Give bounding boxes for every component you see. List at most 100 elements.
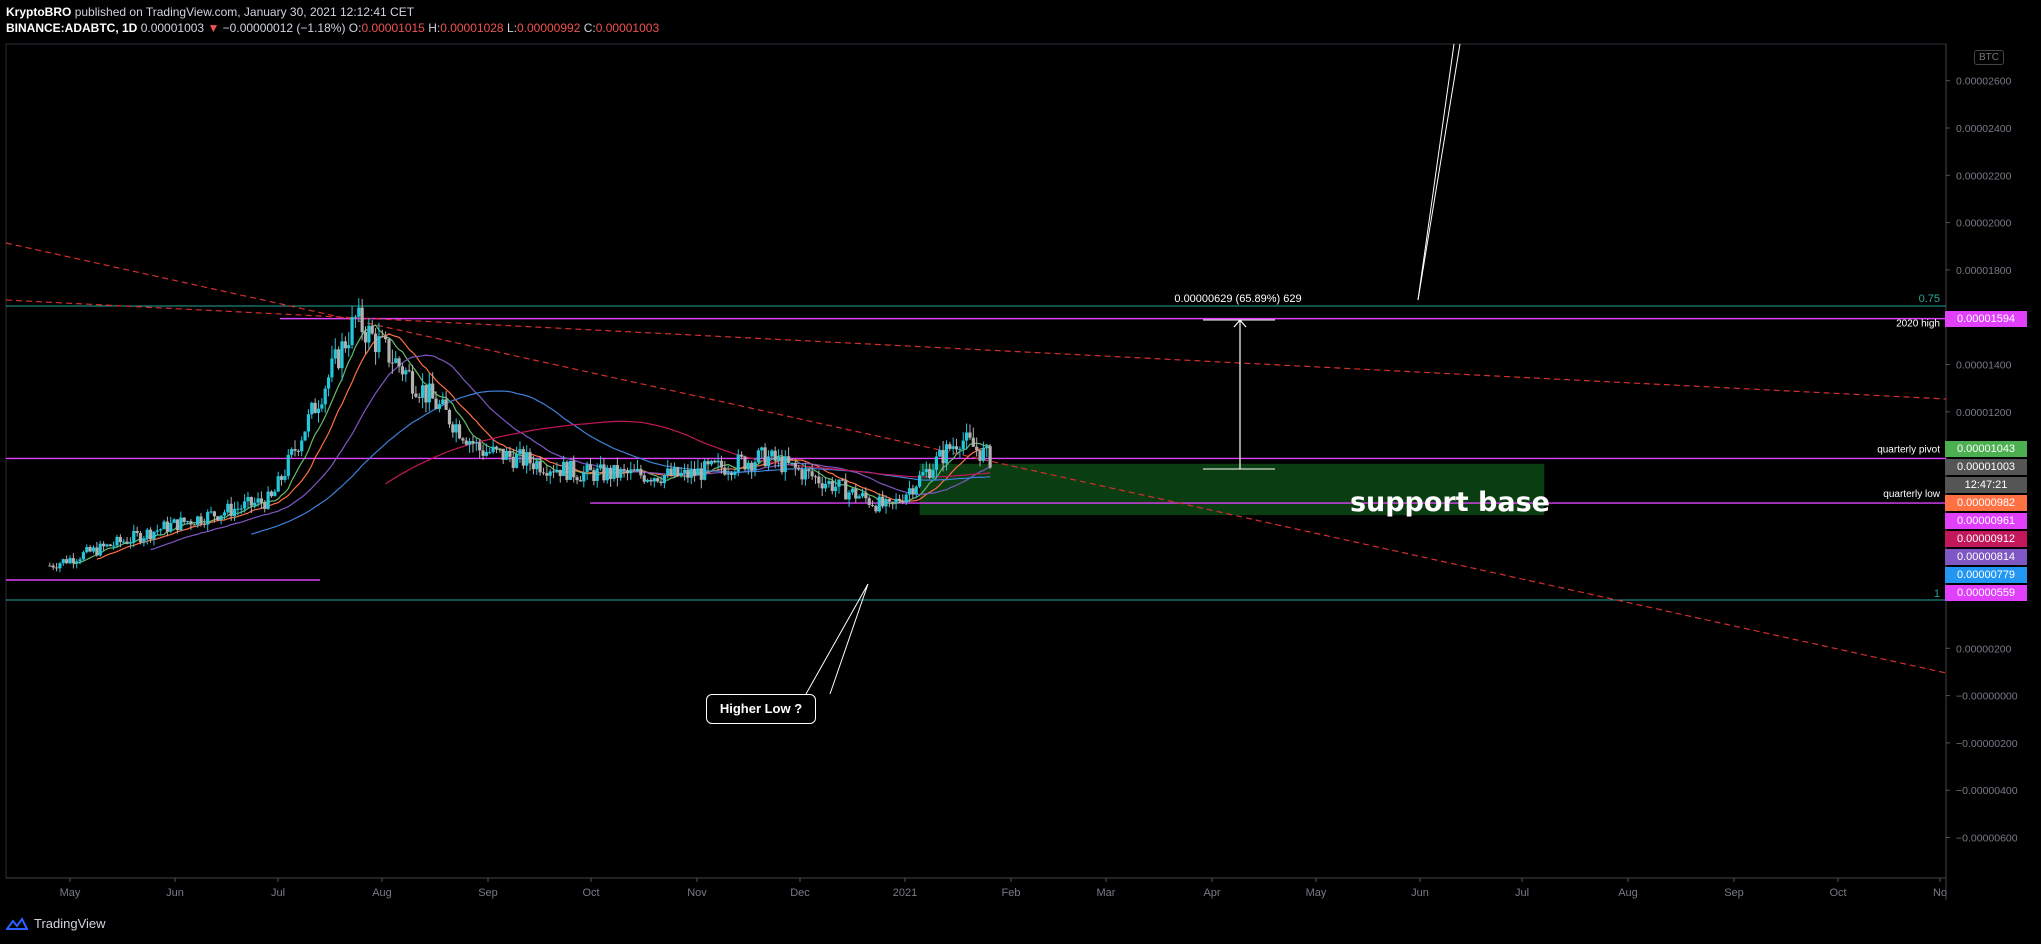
candle-body (619, 469, 623, 478)
y-tick-label: 0.00002000 (1956, 218, 2012, 230)
x-tick-label: Oct (1829, 887, 1846, 899)
footer-brand[interactable]: TradingView (34, 916, 106, 931)
candle-body (884, 499, 888, 507)
candle-body (740, 454, 744, 457)
candle-body (387, 339, 391, 363)
candle-body (320, 404, 324, 409)
candle-body (944, 444, 949, 464)
candle-body (773, 450, 777, 461)
symbol-label[interactable]: BINANCE:ADABTC, 1D (6, 21, 138, 35)
candle-body (353, 316, 358, 318)
candle-body (726, 472, 730, 475)
candle-body (98, 543, 102, 556)
candle-body (877, 496, 881, 512)
candle-body (938, 449, 942, 457)
candle-body (259, 498, 264, 503)
candle-body (622, 469, 626, 471)
down-arrow-icon: ▼ (207, 21, 220, 35)
higher-low-callout[interactable]: Higher Low ? (706, 694, 816, 724)
candle-body (394, 358, 398, 363)
candle-body (823, 483, 828, 489)
plot-area (5, 43, 1947, 879)
candle-body (625, 470, 630, 474)
candle-body (860, 492, 865, 497)
candle-body (78, 559, 82, 562)
candle-body (323, 388, 327, 405)
candle-body (185, 521, 190, 523)
candle-body (54, 567, 59, 569)
candle-body (934, 456, 938, 470)
candle-body (911, 488, 915, 495)
x-tick-label: Jul (1515, 887, 1529, 899)
candle-body (410, 371, 415, 394)
candle-body (249, 496, 253, 506)
candle-body (585, 464, 589, 473)
candle-body (672, 467, 677, 476)
open-label: O: (348, 21, 362, 35)
candle-body (840, 479, 844, 481)
candle-body (447, 409, 452, 425)
candle-body (112, 545, 116, 547)
candle-body (373, 333, 378, 353)
candle-body (169, 522, 173, 532)
candle-body (81, 552, 86, 560)
candle-body (61, 559, 65, 564)
candle-body (343, 341, 347, 349)
candle-body (961, 440, 965, 449)
candle-body (803, 469, 808, 480)
candle-body (588, 464, 593, 471)
candle-body (310, 402, 314, 415)
candle-body (142, 538, 146, 543)
candle-body (558, 469, 562, 477)
candle-body (159, 529, 163, 531)
currency-badge[interactable]: BTC (1974, 50, 2004, 65)
candle-body (978, 450, 982, 461)
candle-body (538, 461, 542, 473)
chart-text-layer: support base 0.00000629 (65.89%) 629 2020 … (1174, 293, 1940, 600)
candle-body (981, 447, 985, 461)
candle-body (551, 471, 556, 473)
candle-body (360, 307, 364, 333)
candle-body (689, 469, 693, 478)
low-value: 0.00000992 (516, 21, 581, 35)
drawings-layer (5, 43, 1947, 695)
candle-body (897, 498, 902, 502)
candle-body (958, 448, 962, 450)
y-tick-label: 0.00001200 (1956, 407, 2012, 419)
candle-body (256, 498, 260, 503)
candle-body (357, 307, 361, 317)
trend-line-steep (5, 242, 1947, 674)
candle-body (232, 508, 237, 517)
author-name[interactable]: KryptoBRO (6, 5, 72, 19)
candle-body (192, 524, 196, 526)
candle-body (891, 501, 895, 503)
candle-body (766, 456, 771, 467)
candle-body (175, 519, 180, 531)
candle-body (545, 473, 549, 476)
candle-body (155, 530, 159, 532)
candle-body (555, 469, 559, 473)
candle-body (917, 475, 922, 487)
candle-body (266, 491, 270, 509)
candle-body (276, 476, 280, 492)
price-tag: 0.00000982 (1945, 495, 2027, 511)
candle-body (370, 325, 374, 334)
x-tick-label: Jul (271, 887, 285, 899)
candle-body (478, 442, 482, 451)
candle-body (88, 547, 92, 552)
candle-body (807, 469, 811, 472)
candle-body (135, 530, 139, 533)
candle-body (736, 454, 740, 472)
y-tick-label: 0.00002400 (1956, 123, 2012, 135)
candle-body (118, 536, 122, 543)
price-tag: 0.00001003 (1945, 459, 2027, 475)
candle-body (535, 461, 539, 470)
candle-body (427, 383, 431, 403)
candle-body (363, 332, 368, 343)
candle-body (404, 370, 408, 375)
candle-body (528, 452, 532, 464)
candle-body (491, 446, 495, 453)
candle-body (286, 454, 290, 476)
high-value: 0.00001028 (440, 21, 504, 35)
